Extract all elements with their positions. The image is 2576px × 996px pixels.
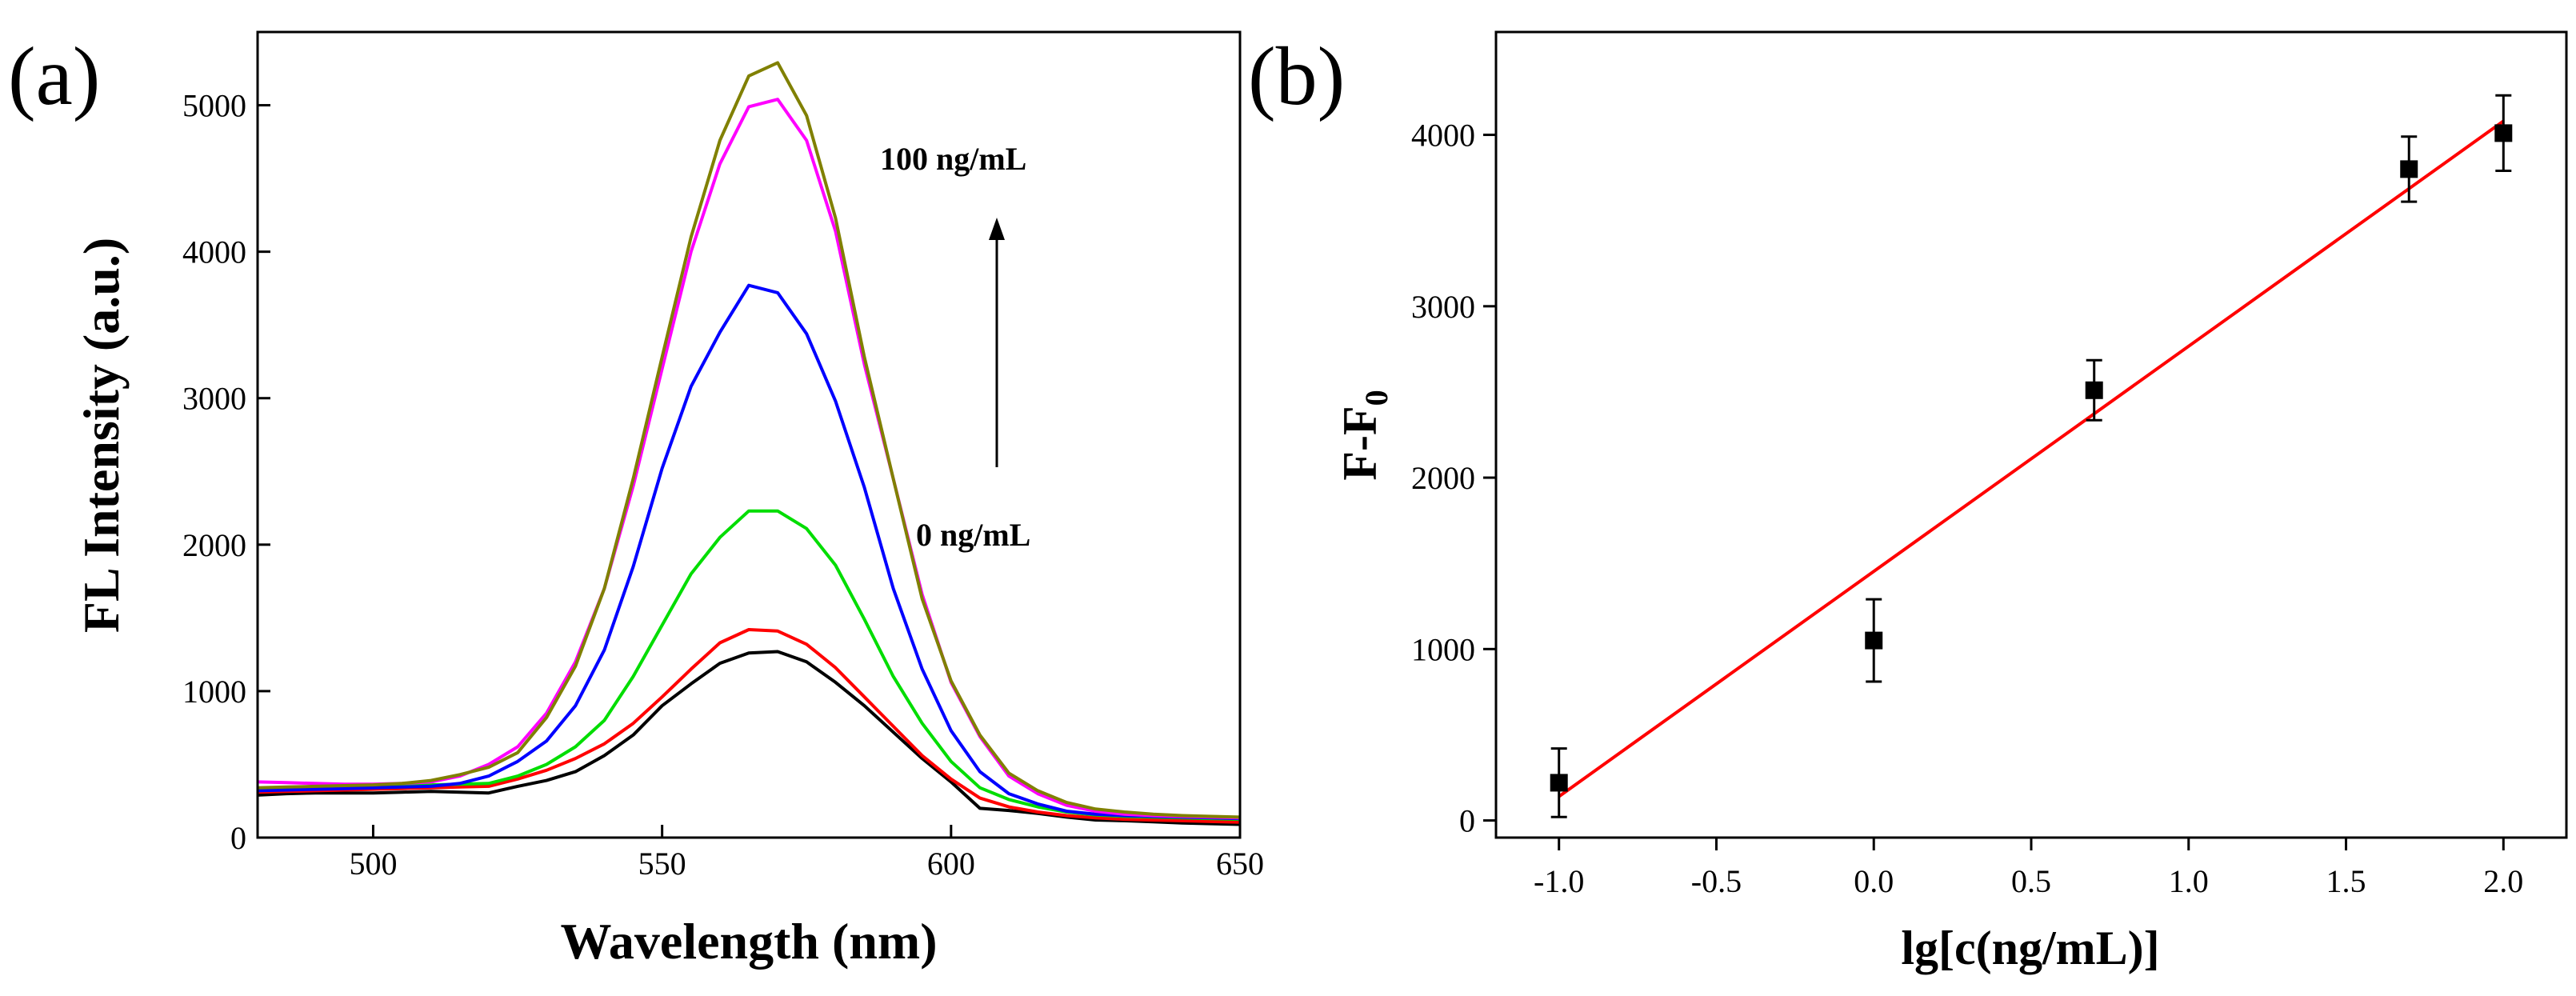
data-point-marker bbox=[2085, 381, 2103, 399]
a-y-tick-label: 1000 bbox=[182, 674, 246, 710]
b-y-tick-label: 3000 bbox=[1411, 289, 1475, 325]
panel-b: (b) -1.0 -0.5 0.0 0.5 1.0 1.5 2.0 0 1000 2000 300… bbox=[1248, 30, 2568, 974]
spectrum-line-5 bbox=[257, 98, 1241, 820]
b-x-tick-label: 2.0 bbox=[2483, 863, 2523, 899]
b-x-tick-label: -0.5 bbox=[1691, 863, 1742, 899]
b-x-tick-label: -1.0 bbox=[1534, 863, 1584, 899]
b-y-tick-label: 2000 bbox=[1411, 460, 1475, 496]
panel-b-x-ticks: -1.0 -0.5 0.0 0.5 1.0 1.5 2.0 bbox=[1534, 838, 2523, 899]
panel-a-y-axis-title: FL Intensity (a.u.) bbox=[73, 238, 130, 633]
panel-b-x-axis-title: lg[c(ng/mL)] bbox=[1901, 922, 2159, 974]
panel-b-y-ticks: 0 1000 2000 3000 4000 bbox=[1411, 118, 1496, 839]
data-point-marker bbox=[2400, 160, 2418, 178]
a-x-tick-label: 600 bbox=[927, 846, 975, 882]
b-y-tick-label: 4000 bbox=[1411, 118, 1475, 154]
panel-a: (a) 500 550 600 650 0 1000 2000 3000 4000 5000 W… bbox=[8, 30, 1264, 970]
panel-a-y-ticks: 0 1000 2000 3000 4000 5000 bbox=[182, 88, 270, 856]
spectrum-line-3 bbox=[257, 509, 1241, 822]
spectrum-line-4 bbox=[257, 283, 1241, 821]
b-x-tick-label: 0.0 bbox=[1854, 863, 1894, 899]
panel-b-plot-frame bbox=[1494, 30, 2568, 839]
linear-fit-line bbox=[1558, 119, 2505, 798]
b-x-tick-label: 0.5 bbox=[2011, 863, 2051, 899]
panel-b-y-axis-title-main: F-F bbox=[1334, 406, 1386, 480]
data-point-marker bbox=[1550, 774, 1568, 792]
data-point-marker bbox=[1865, 631, 1883, 650]
panel-b-label: (b) bbox=[1248, 30, 1345, 122]
panel-a-x-axis-title: Wavelength (nm) bbox=[560, 913, 937, 970]
a-y-tick-label: 5000 bbox=[182, 88, 246, 124]
panel-a-plot-frame bbox=[256, 30, 1242, 839]
data-point-marker bbox=[2494, 124, 2513, 142]
b-y-tick-label: 1000 bbox=[1411, 631, 1475, 667]
a-y-tick-label: 4000 bbox=[182, 234, 246, 270]
a-x-tick-label: 550 bbox=[638, 846, 686, 882]
annotation-top-concentration: 100 ng/mL bbox=[880, 141, 1026, 177]
b-y-tick-label: 0 bbox=[1459, 803, 1475, 839]
b-x-tick-label: 1.0 bbox=[2169, 863, 2209, 899]
panel-a-x-ticks: 500 550 600 650 bbox=[349, 825, 1264, 882]
spectrum-line-6 bbox=[257, 61, 1241, 819]
a-y-tick-label: 0 bbox=[230, 820, 246, 856]
concentration-arrow-head bbox=[989, 218, 1005, 240]
panel-b-y-axis-title-subscript: 0 bbox=[1358, 390, 1394, 406]
panel-b-points-group bbox=[1550, 94, 2513, 818]
a-y-tick-label: 3000 bbox=[182, 381, 246, 417]
panel-b-y-axis-title-group: F-F0 bbox=[1334, 390, 1394, 480]
panel-b-y-axis-title: F-F0 bbox=[1334, 390, 1394, 480]
a-y-tick-label: 2000 bbox=[182, 527, 246, 563]
a-x-tick-label: 650 bbox=[1216, 846, 1264, 882]
panel-a-series-group bbox=[257, 61, 1241, 826]
a-x-tick-label: 500 bbox=[349, 846, 397, 882]
panel-a-label: (a) bbox=[8, 30, 100, 122]
b-x-tick-label: 1.5 bbox=[2326, 863, 2366, 899]
annotation-bottom-concentration: 0 ng/mL bbox=[916, 517, 1030, 553]
spectrum-line-1 bbox=[257, 650, 1241, 826]
panel-b-fit-group bbox=[1558, 119, 2505, 798]
